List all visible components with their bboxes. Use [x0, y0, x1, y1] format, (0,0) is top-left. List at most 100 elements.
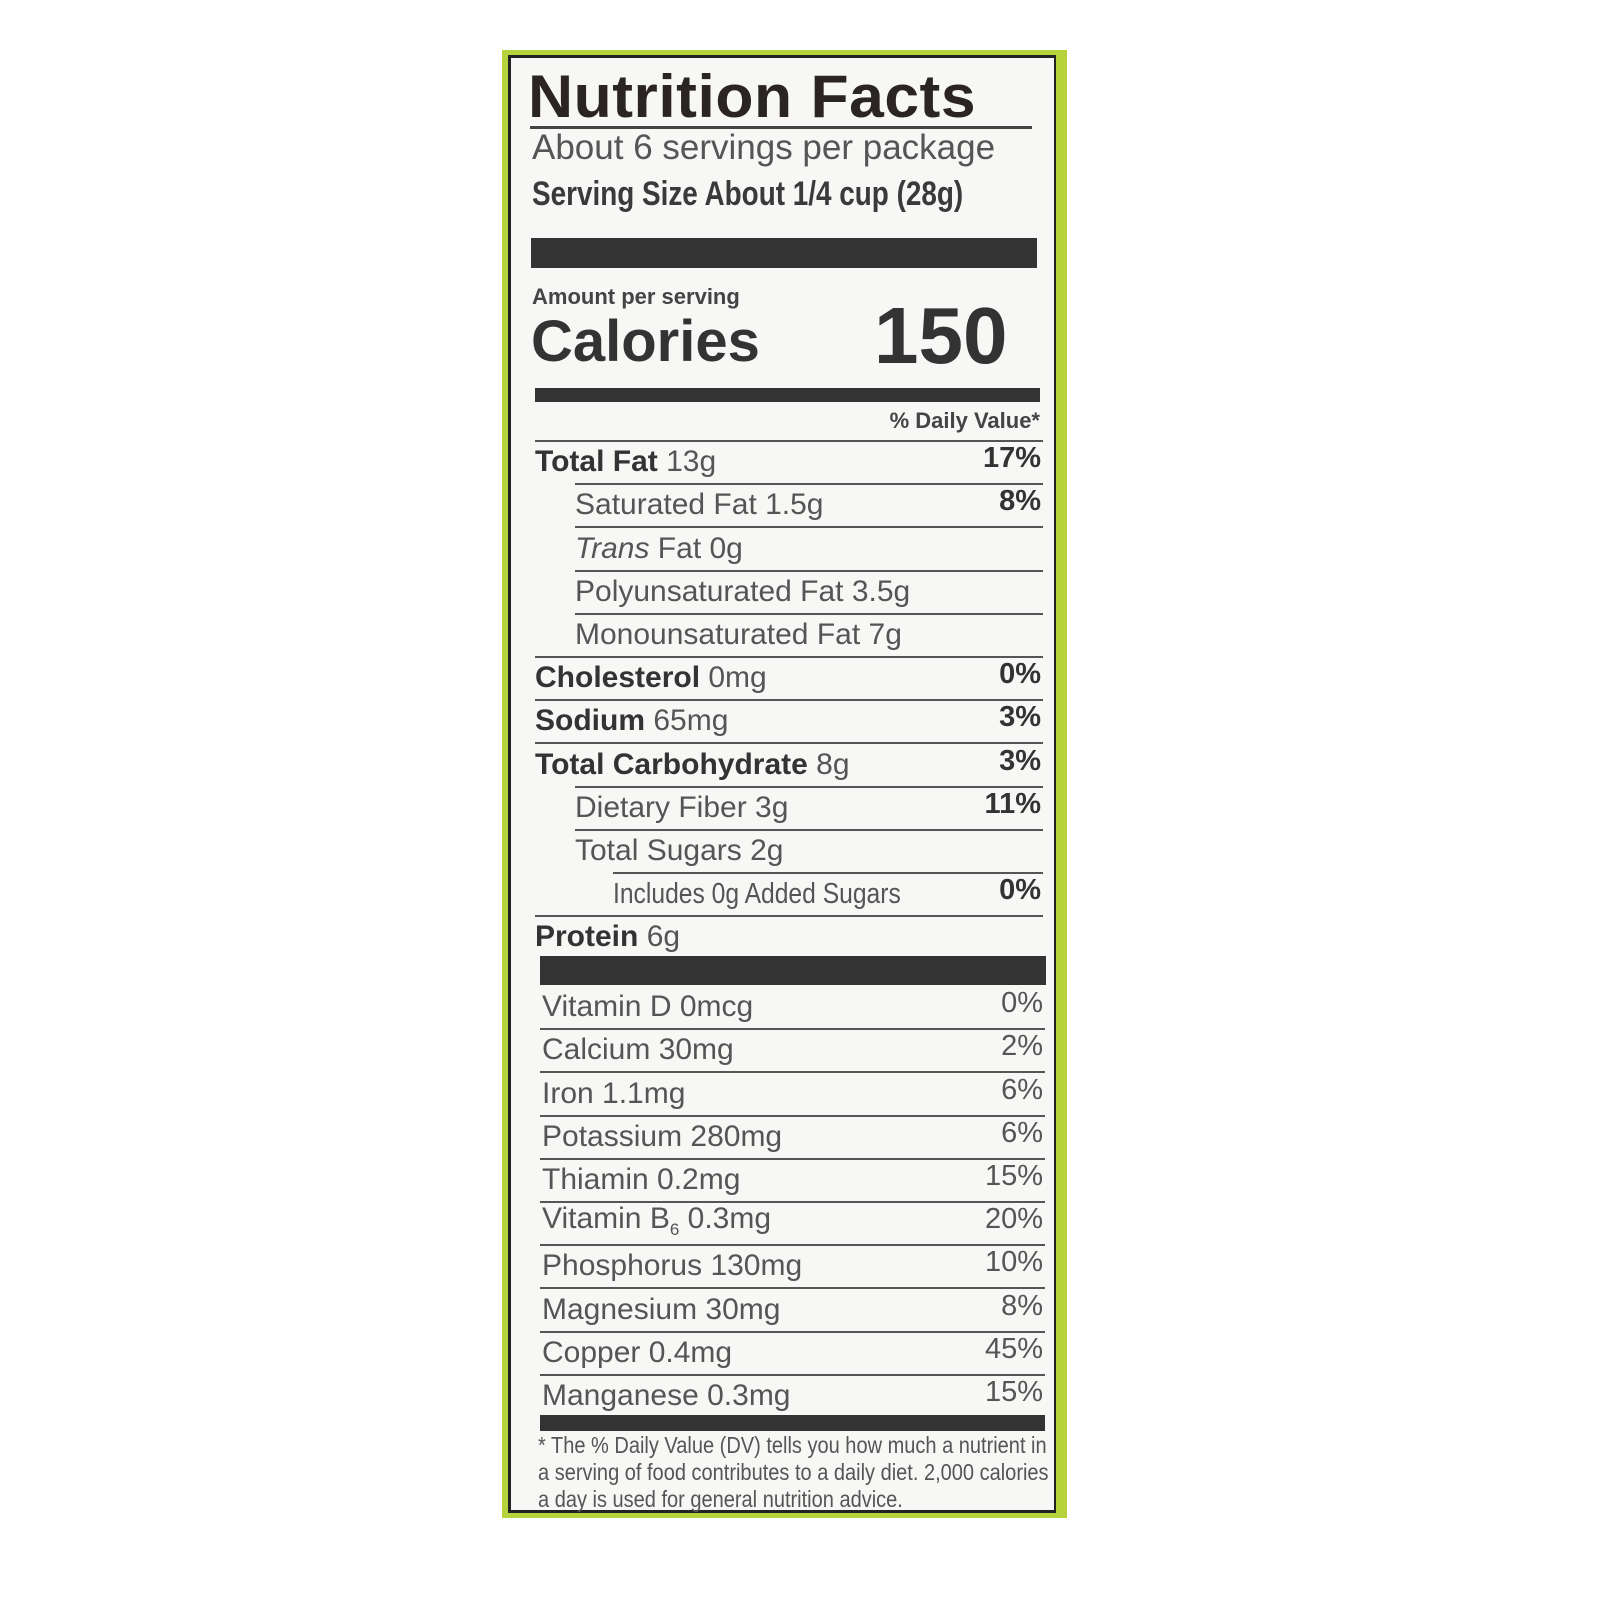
vitamin-row: Phosphorus 130mg 10%	[540, 1244, 1045, 1287]
medium-divider	[535, 388, 1040, 402]
calories-label: Calories	[531, 309, 760, 374]
nutrient-row: Polyunsaturated Fat 3.5g	[535, 569, 1043, 613]
daily-value: 3%	[999, 744, 1041, 777]
vitamin-name: Manganese 0.3mg	[542, 1378, 791, 1412]
row-divider	[535, 699, 1043, 702]
nutrient-row: Cholesterol 0mg 0%	[535, 655, 1043, 699]
vitamin-name: Magnesium 30mg	[542, 1292, 781, 1326]
vitamin-row: Thiamin 0.2mg 15%	[540, 1157, 1045, 1201]
nutrient-name: Trans Fat 0g	[575, 531, 743, 565]
daily-value: 2%	[1001, 1030, 1043, 1063]
daily-value: 17%	[982, 442, 1041, 475]
daily-value-header: % Daily Value*	[889, 408, 1040, 433]
vitamin-name: Iron 1.1mg	[542, 1076, 686, 1110]
daily-value: 15%	[984, 1159, 1043, 1192]
daily-value: 8%	[1001, 1289, 1043, 1322]
row-divider	[575, 483, 1043, 486]
subscript: 6	[669, 1220, 680, 1240]
nutrient-row: Trans Fat 0g	[535, 526, 1043, 569]
nutrient-row: Sodium 65mg 3%	[535, 699, 1043, 742]
row-divider	[540, 1287, 1045, 1290]
nutrient-label: Trans	[575, 531, 650, 565]
nutrient-row: Monounsaturated Fat 7g	[535, 612, 1043, 656]
nutrient-name: Polyunsaturated Fat 3.5g	[575, 574, 911, 608]
row-divider	[575, 612, 1043, 615]
nutrient-row: Total Fat 13g 17%	[535, 440, 1043, 483]
vitamin-row: Copper 0.4mg 45%	[540, 1330, 1045, 1374]
nutrient-name: Monounsaturated Fat 7g	[575, 617, 902, 651]
row-divider	[540, 1071, 1045, 1074]
row-divider	[575, 785, 1043, 788]
vitamin-name: Vitamin D 0mcg	[542, 990, 754, 1024]
vitamin-name: Vitamin B6 0.3mg	[542, 1202, 772, 1240]
vitamin-name: Calcium 30mg	[542, 1033, 734, 1067]
daily-value: 0%	[999, 658, 1041, 691]
nutrient-row: Total Sugars 2g	[535, 828, 1043, 872]
medium-divider	[540, 1415, 1045, 1431]
nutrient-row: Saturated Fat 1.5g 8%	[535, 483, 1043, 526]
serving-size: Serving Size About 1/4 cup (28g)	[532, 175, 964, 213]
vitamin-row: Magnesium 30mg 8%	[540, 1287, 1045, 1330]
row-divider	[613, 871, 1043, 874]
daily-value: 10%	[984, 1246, 1043, 1279]
daily-value: 0%	[1001, 987, 1043, 1020]
nutrient-name: Cholesterol 0mg	[535, 661, 767, 695]
nutrient-name: Total Sugars 2g	[575, 833, 784, 867]
nutrient-label: Total Carbohydrate	[535, 747, 808, 781]
row-divider	[535, 915, 1043, 918]
vitamin-name: Potassium 280mg	[542, 1119, 783, 1153]
servings-per-package: About 6 servings per package	[532, 128, 996, 167]
vitamin-row: Calcium 30mg 2%	[540, 1028, 1045, 1071]
divider	[530, 126, 1032, 129]
vitamin-name: Thiamin 0.2mg	[542, 1162, 741, 1196]
row-divider	[575, 569, 1043, 572]
nutrient-name: Sodium 65mg	[535, 704, 729, 738]
amount-per-serving: Amount per serving	[532, 284, 740, 309]
row-divider	[540, 1373, 1045, 1376]
vitamin-list: Vitamin D 0mcg 0% Calcium 30mg 2% Iron 1.1mg…	[540, 985, 1045, 1417]
nutrient-row: Total Carbohydrate 8g 3%	[535, 742, 1043, 785]
vitamin-name: Phosphorus 130mg	[542, 1249, 803, 1283]
nutrient-row: Dietary Fiber 3g 11%	[535, 785, 1043, 829]
thick-divider	[540, 956, 1046, 985]
row-divider	[540, 1028, 1045, 1031]
daily-value: 45%	[984, 1332, 1043, 1365]
daily-value: 6%	[1001, 1073, 1043, 1106]
vitamin-row: Vitamin B6 0.3mg 20%	[540, 1200, 1045, 1244]
daily-value: 8%	[999, 485, 1041, 518]
thick-divider	[531, 238, 1037, 268]
vitamin-row: Manganese 0.3mg 15%	[540, 1373, 1045, 1417]
nutrient-name: Total Carbohydrate 8g	[535, 747, 850, 781]
row-divider	[540, 1244, 1045, 1247]
daily-value: 15%	[984, 1375, 1043, 1408]
nutrient-row: Includes 0g Added Sugars 0%	[535, 871, 1043, 915]
nutrient-name: Saturated Fat 1.5g	[575, 488, 824, 522]
footnote: * The % Daily Value (DV) tells you how m…	[538, 1432, 1049, 1512]
label-title: Nutrition Facts	[528, 63, 977, 130]
row-divider	[540, 1157, 1045, 1160]
nutrient-label: Cholesterol	[535, 661, 701, 695]
nutrient-label: Sodium	[535, 704, 645, 738]
row-divider	[540, 1200, 1045, 1203]
row-divider	[575, 526, 1043, 529]
vitamin-row: Iron 1.1mg 6%	[540, 1071, 1045, 1114]
row-divider	[575, 828, 1043, 831]
nutrient-name: Includes 0g Added Sugars	[613, 878, 901, 911]
nutrient-list: Total Fat 13g 17% Saturated Fat 1.5g 8% Tran…	[535, 440, 1043, 958]
row-divider	[535, 440, 1043, 442]
nutrient-label: Total Fat	[535, 445, 658, 479]
daily-value: 20%	[984, 1203, 1043, 1236]
row-divider	[535, 742, 1043, 745]
nutrient-row: Protein 6g	[535, 915, 1043, 958]
daily-value: 3%	[999, 701, 1041, 734]
calories-value: 150	[874, 291, 1008, 380]
daily-value: 6%	[1001, 1116, 1043, 1149]
nutrient-label: Protein	[535, 920, 639, 954]
daily-value: 0%	[999, 874, 1041, 907]
daily-value: 11%	[984, 787, 1041, 820]
row-divider	[540, 1114, 1045, 1117]
vitamin-name: Copper 0.4mg	[542, 1335, 733, 1369]
nutrient-name: Total Fat 13g	[535, 445, 717, 479]
nutrition-label	[508, 55, 1056, 1513]
vitamin-row: Potassium 280mg 6%	[540, 1114, 1045, 1158]
